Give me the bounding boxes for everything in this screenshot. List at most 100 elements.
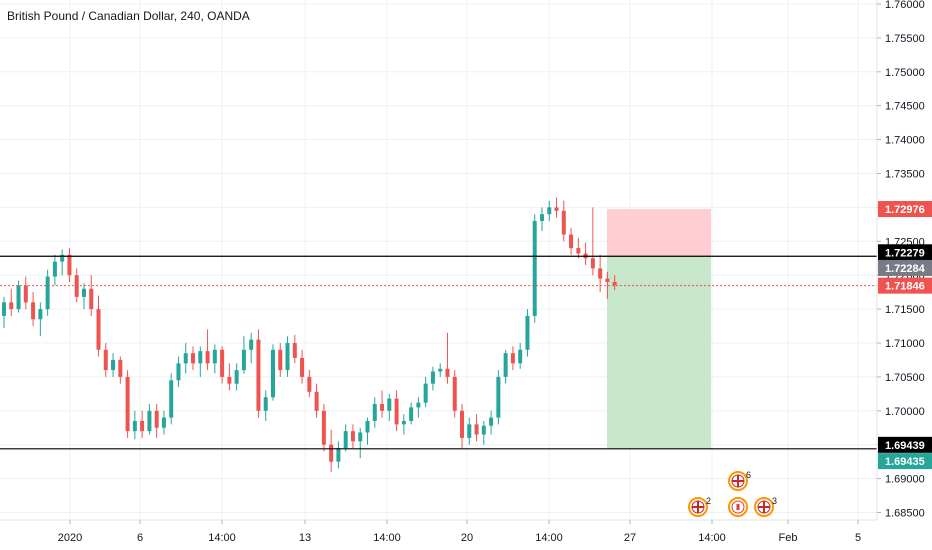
candle-body [52,261,57,277]
economic-events[interactable]: 2 6 3 [688,470,777,517]
candle-body [503,353,508,377]
candle [38,302,43,337]
candle-body [205,351,210,364]
x-tick-label: 14:00 [535,532,563,544]
time-axis[interactable]: 2020 6 14:00 13 14:00 20 14:00 27 14:00 Feb 5 [58,520,861,544]
y-tick-label: 1.75000 [885,67,925,79]
candle-body [23,285,28,303]
candle-body [401,420,406,425]
candle-body [103,349,108,371]
candle-body [518,349,523,364]
position-zones[interactable] [607,209,711,450]
current-tag-label: 1.71846 [885,281,925,293]
candle [125,370,130,438]
candle-body [423,383,428,403]
candle [263,390,268,421]
candle [590,207,595,276]
chart-title: British Pound / Canadian Dollar, 240, OA… [7,9,250,23]
candle-body [292,343,297,358]
candle-body [525,315,530,350]
candle [31,292,36,327]
candle-body [598,268,603,279]
candle [2,296,6,329]
candle [569,227,574,255]
candle [285,336,290,377]
candle [89,275,94,316]
horizontal-lines[interactable] [0,255,877,450]
candle-body [227,376,232,384]
candle [372,397,377,428]
x-tick-label: 13 [299,532,311,544]
candle-body [300,357,305,377]
y-tick-label: 1.75500 [885,33,925,45]
candle-body [256,339,261,411]
candle-body [460,410,465,438]
price-tags: 1.72976 1.72279 1.72284 1.71846 1.69439 1.694… [878,201,932,470]
stop-tag: 1.72976 [878,201,932,218]
candle-body [314,391,319,411]
y-tick-label: 1.73500 [885,169,925,181]
candle [183,343,188,374]
candle [510,346,515,371]
candle-body [329,444,334,462]
event-count: 2 [706,496,711,506]
flag-ca-leaf [736,504,740,510]
y-tick-label: 1.69000 [885,474,925,486]
y-tick-label: 1.74500 [885,101,925,113]
y-tick-label: 1.68500 [885,508,925,520]
candle-body [31,302,36,320]
candle [292,334,297,364]
candle [489,410,494,435]
stop-loss-zone[interactable] [607,209,711,256]
candle-body [474,424,479,435]
candle [481,420,486,445]
candle [23,276,28,310]
candle-body [416,402,421,408]
candle [380,390,385,418]
event-gb-icon[interactable]: 2 [688,496,711,517]
candle [467,417,472,445]
candle [314,383,319,418]
candle-body [350,431,355,442]
candle [365,417,370,445]
candle [561,200,566,242]
event-gb-icon[interactable]: 3 [754,496,777,517]
candle-body [489,417,494,426]
candle-body [191,353,196,364]
candle-body [605,278,610,282]
candle [394,390,399,432]
candle [205,329,210,371]
candle-body [89,288,94,310]
candle-body [336,448,341,462]
candle [227,363,232,391]
event-gb-icon[interactable]: 6 [728,470,751,491]
resistance-tag: 1.72279 [878,244,932,261]
take-profit-zone[interactable] [607,255,711,450]
candle-body [496,376,501,418]
x-tick-label: 14:00 [698,532,726,544]
target-tag-label: 1.69435 [885,456,925,468]
candle [409,402,414,425]
candle [81,283,86,310]
candle-body [241,349,246,371]
candle [438,363,443,377]
candle [118,356,123,384]
candle [270,344,275,401]
candle-body [220,349,225,377]
candle-body [270,349,275,398]
candle [96,295,101,357]
support-tag: 1.69439 [878,436,932,453]
candle [532,214,537,323]
candle [147,404,152,435]
event-ca-icon[interactable] [728,497,748,517]
candle-body [452,376,457,411]
candle [401,414,406,435]
candle [343,424,348,452]
candle [423,376,428,408]
candle-body [409,407,414,421]
candle-body [372,404,377,421]
candle [503,349,508,384]
support-tag-label: 1.69439 [885,440,925,452]
y-tick-label: 1.70500 [885,372,925,384]
